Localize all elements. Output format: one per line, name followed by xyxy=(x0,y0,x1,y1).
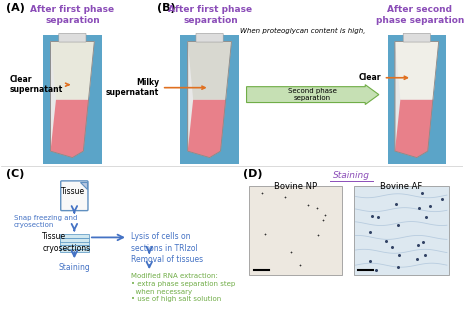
FancyBboxPatch shape xyxy=(60,248,89,252)
Text: Staining: Staining xyxy=(58,263,90,272)
FancyBboxPatch shape xyxy=(60,234,89,238)
FancyBboxPatch shape xyxy=(60,238,89,242)
Polygon shape xyxy=(188,41,231,100)
FancyBboxPatch shape xyxy=(43,35,101,164)
FancyBboxPatch shape xyxy=(354,186,449,275)
Polygon shape xyxy=(51,41,94,158)
Text: (D): (D) xyxy=(243,169,262,179)
Polygon shape xyxy=(395,41,439,100)
FancyBboxPatch shape xyxy=(60,245,89,249)
Text: After first phase
separation: After first phase separation xyxy=(168,5,253,25)
Text: Clear: Clear xyxy=(358,73,407,82)
FancyBboxPatch shape xyxy=(181,35,239,164)
FancyBboxPatch shape xyxy=(403,33,430,42)
Polygon shape xyxy=(188,100,226,158)
Polygon shape xyxy=(395,100,433,158)
Text: Bovine NP: Bovine NP xyxy=(274,182,317,191)
FancyBboxPatch shape xyxy=(249,186,342,275)
FancyBboxPatch shape xyxy=(196,33,223,42)
Text: After first phase
separation: After first phase separation xyxy=(30,5,114,25)
Text: Removal of tissues: Removal of tissues xyxy=(131,255,203,264)
FancyBboxPatch shape xyxy=(59,33,86,42)
Text: (A): (A) xyxy=(6,3,25,13)
Text: Modified RNA extraction:
• extra phase separation step
  when necessary
• use of: Modified RNA extraction: • extra phase s… xyxy=(131,273,235,302)
Polygon shape xyxy=(395,41,439,158)
Text: Clear
supernatant: Clear supernatant xyxy=(9,75,69,95)
Text: Tissue
cryosections: Tissue cryosections xyxy=(42,232,91,253)
Polygon shape xyxy=(188,41,231,158)
Text: Snap freezing and
cryosection: Snap freezing and cryosection xyxy=(14,215,77,228)
Text: Tissue: Tissue xyxy=(61,187,85,196)
Text: (B): (B) xyxy=(157,3,176,13)
FancyArrow shape xyxy=(246,85,379,105)
FancyBboxPatch shape xyxy=(388,35,446,164)
Text: Milky
supernatant: Milky supernatant xyxy=(106,78,205,98)
Polygon shape xyxy=(80,182,87,189)
FancyBboxPatch shape xyxy=(60,241,89,245)
Text: After second
phase separation: After second phase separation xyxy=(375,5,464,25)
Text: Bovine AF: Bovine AF xyxy=(380,182,422,191)
Polygon shape xyxy=(51,41,94,100)
Text: When proteoglycan content is high,: When proteoglycan content is high, xyxy=(240,28,366,34)
Polygon shape xyxy=(51,100,89,158)
FancyBboxPatch shape xyxy=(61,181,88,211)
Text: Staining: Staining xyxy=(333,171,370,180)
Text: (C): (C) xyxy=(6,169,25,179)
Text: Second phase
separation: Second phase separation xyxy=(288,88,337,101)
Text: Lysis of cells on
sections in TRIzol: Lysis of cells on sections in TRIzol xyxy=(131,232,198,253)
